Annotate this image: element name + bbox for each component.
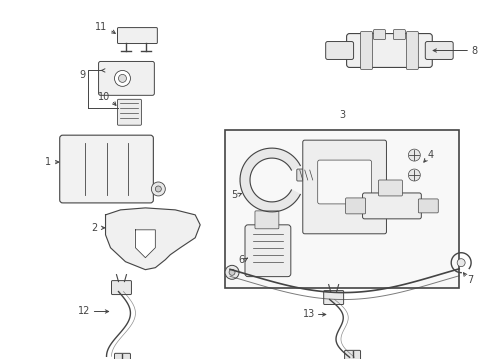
FancyBboxPatch shape: [373, 30, 385, 40]
Circle shape: [407, 169, 420, 181]
FancyBboxPatch shape: [323, 291, 343, 305]
Circle shape: [228, 269, 235, 275]
Text: 3: 3: [338, 110, 345, 120]
Circle shape: [151, 182, 165, 196]
Circle shape: [224, 265, 239, 279]
Text: 5: 5: [230, 190, 237, 200]
Text: 12: 12: [78, 306, 90, 316]
Polygon shape: [240, 148, 300, 212]
FancyBboxPatch shape: [317, 160, 371, 204]
Text: 2: 2: [91, 223, 98, 233]
Text: 8: 8: [470, 45, 476, 55]
Text: 1: 1: [44, 157, 51, 167]
FancyBboxPatch shape: [114, 353, 130, 360]
FancyBboxPatch shape: [296, 169, 316, 181]
Circle shape: [118, 75, 126, 82]
FancyBboxPatch shape: [378, 180, 402, 196]
FancyBboxPatch shape: [117, 28, 157, 44]
Text: 13: 13: [302, 310, 314, 319]
FancyBboxPatch shape: [362, 193, 421, 219]
Text: 10: 10: [98, 92, 110, 102]
FancyBboxPatch shape: [325, 41, 353, 59]
Text: 11: 11: [95, 22, 107, 32]
FancyBboxPatch shape: [117, 99, 141, 125]
FancyBboxPatch shape: [254, 211, 278, 229]
Polygon shape: [105, 208, 200, 270]
FancyBboxPatch shape: [344, 350, 360, 360]
Bar: [224, 130, 458, 288]
FancyBboxPatch shape: [60, 135, 153, 203]
Text: 4: 4: [427, 150, 432, 160]
FancyBboxPatch shape: [345, 198, 365, 214]
Text: 6: 6: [237, 255, 244, 265]
FancyBboxPatch shape: [244, 225, 290, 276]
FancyBboxPatch shape: [393, 30, 405, 40]
FancyBboxPatch shape: [302, 140, 386, 234]
FancyBboxPatch shape: [417, 199, 437, 213]
Text: 7: 7: [466, 275, 472, 285]
Circle shape: [155, 186, 161, 192]
FancyBboxPatch shape: [425, 41, 452, 59]
FancyBboxPatch shape: [99, 62, 154, 95]
FancyBboxPatch shape: [406, 32, 417, 69]
Circle shape: [114, 71, 130, 86]
FancyBboxPatch shape: [360, 32, 372, 69]
Text: 9: 9: [80, 71, 85, 80]
Circle shape: [456, 259, 464, 267]
Polygon shape: [135, 230, 155, 258]
Circle shape: [407, 149, 420, 161]
FancyBboxPatch shape: [111, 280, 131, 294]
FancyBboxPatch shape: [346, 33, 431, 67]
